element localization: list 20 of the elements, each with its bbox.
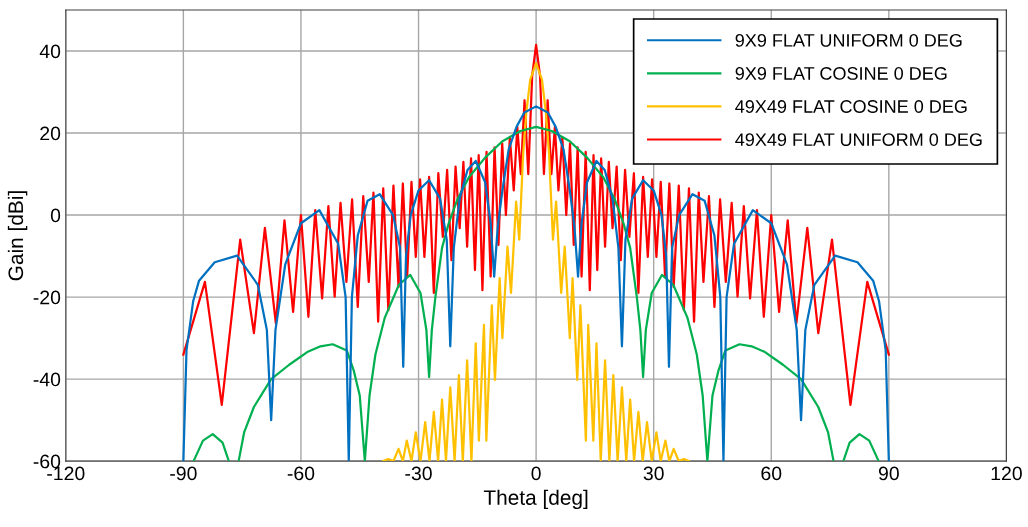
x-tick-label: 0	[531, 466, 541, 481]
x-axis-title: Theta [deg]	[483, 489, 588, 510]
x-tick-label: -60	[287, 466, 315, 481]
x-tick-label: -30	[405, 466, 432, 481]
y-tick-label: 0	[50, 208, 61, 223]
line-series	[382, 62, 691, 462]
legend-label: 49X49 FLAT UNIFORM 0 DEG	[735, 133, 982, 146]
legend-label: 9X9 FLAT COSINE 0 DEG	[735, 67, 947, 80]
y-tick-label: -20	[33, 290, 61, 305]
x-tick-label: 30	[643, 466, 664, 481]
y-tick-label: 40	[39, 44, 61, 59]
y-axis-title: Gain [dBi]	[7, 191, 28, 281]
x-tick-label: 60	[761, 466, 782, 481]
y-tick-label: -40	[33, 372, 61, 387]
x-tick-label: -90	[170, 466, 197, 481]
x-tick-label: 90	[878, 466, 899, 481]
legend-label: 9X9 FLAT UNIFORM 0 DEG	[735, 33, 962, 47]
legend-label: 49X49 FLAT COSINE 0 DEG	[735, 100, 967, 113]
x-tick-label: 120	[991, 466, 1022, 481]
y-tick-label: 20	[40, 126, 61, 141]
